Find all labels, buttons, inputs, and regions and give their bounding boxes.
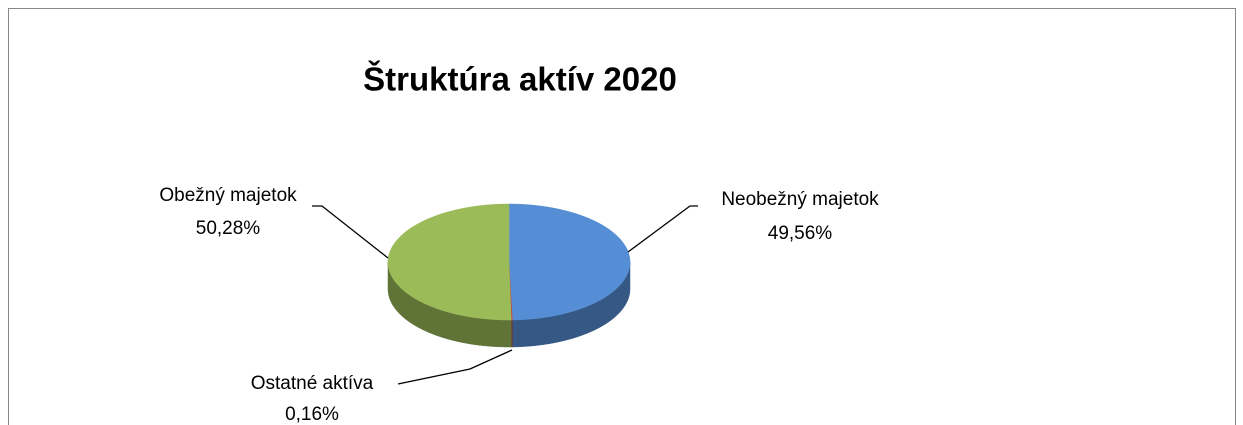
slice-label: Obežný majetok bbox=[159, 185, 297, 206]
slice-value-label: 0,16% bbox=[285, 404, 339, 425]
slice-label: Neobežný majetok bbox=[721, 189, 879, 210]
slice-value-label: 49,56% bbox=[768, 223, 833, 244]
leader-line bbox=[397, 349, 513, 385]
pie-slice bbox=[387, 203, 512, 321]
chart-title: Štruktúra aktív 2020 bbox=[363, 60, 677, 98]
slice-value-label: 50,28% bbox=[196, 218, 261, 239]
chart-frame bbox=[8, 8, 1236, 425]
leader-line bbox=[627, 205, 698, 253]
pie-slice bbox=[508, 203, 631, 321]
slice-label: Ostatné aktíva bbox=[251, 373, 374, 394]
leader-line bbox=[312, 205, 389, 259]
